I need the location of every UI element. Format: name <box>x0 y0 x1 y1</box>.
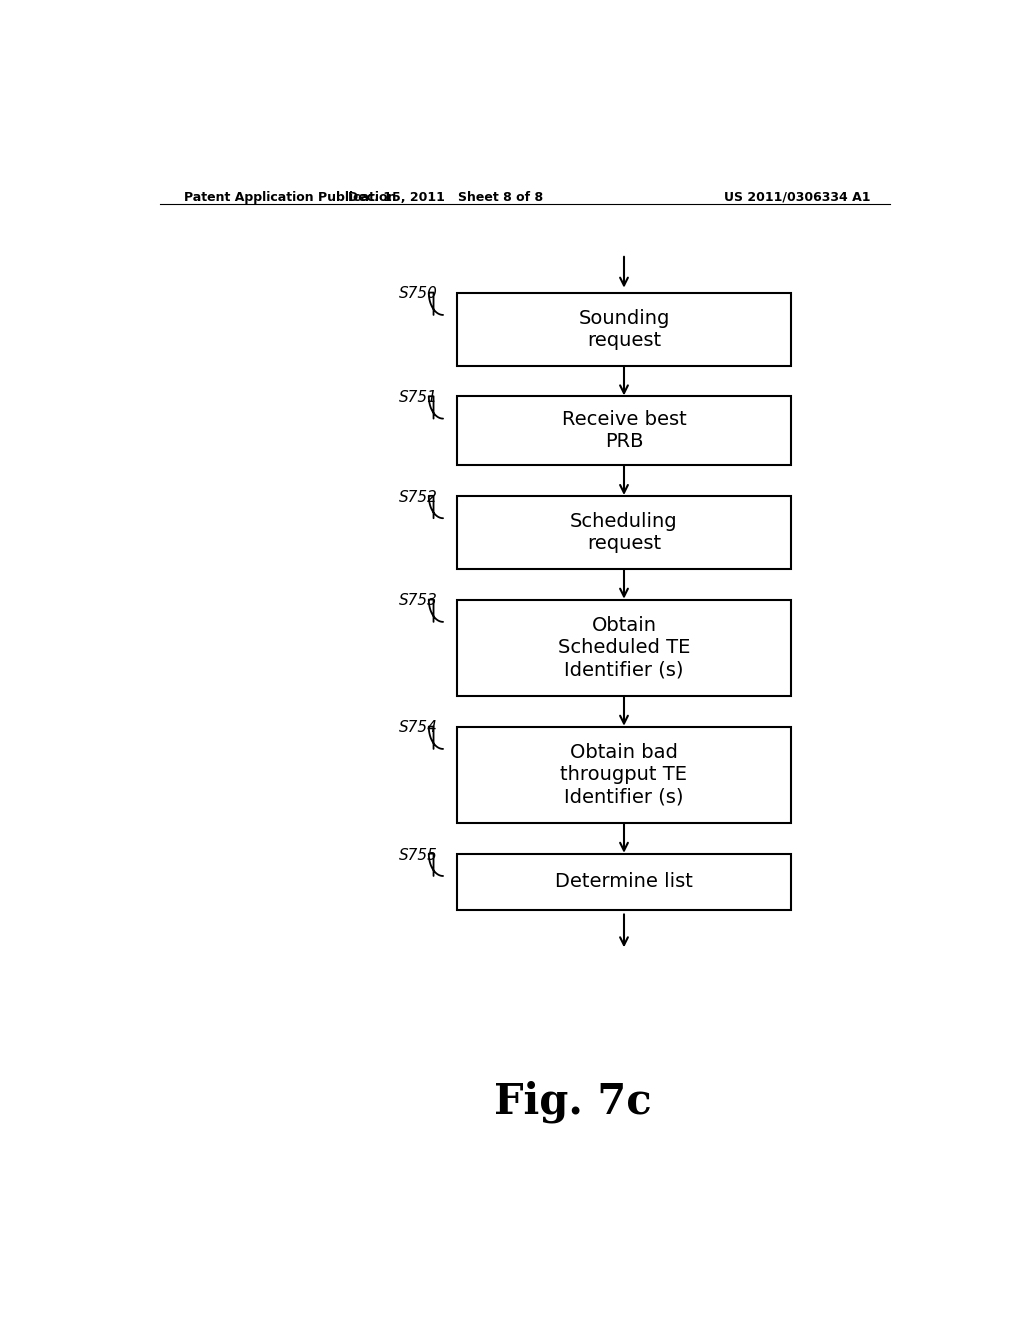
Text: S755: S755 <box>398 847 437 862</box>
Text: S750: S750 <box>398 286 437 301</box>
Bar <box>458 496 791 569</box>
Bar <box>458 726 791 824</box>
Text: Sounding
request: Sounding request <box>579 309 670 350</box>
Text: Patent Application Publication: Patent Application Publication <box>183 191 396 203</box>
Text: Determine list: Determine list <box>555 873 693 891</box>
Text: S751: S751 <box>398 391 437 405</box>
Text: Obtain
Scheduled TE
Identifier (s): Obtain Scheduled TE Identifier (s) <box>558 616 690 680</box>
Bar <box>458 293 791 366</box>
Text: US 2011/0306334 A1: US 2011/0306334 A1 <box>724 191 870 203</box>
Bar <box>458 854 791 909</box>
Text: Dec. 15, 2011   Sheet 8 of 8: Dec. 15, 2011 Sheet 8 of 8 <box>348 191 543 203</box>
Text: Obtain bad
througput TE
Identifier (s): Obtain bad througput TE Identifier (s) <box>560 743 687 807</box>
Text: Receive best
PRB: Receive best PRB <box>561 411 686 451</box>
Text: Scheduling
request: Scheduling request <box>570 512 678 553</box>
Bar <box>458 599 791 696</box>
Text: S753: S753 <box>398 594 437 609</box>
Text: S754: S754 <box>398 721 437 735</box>
Bar <box>458 396 791 466</box>
Text: S752: S752 <box>398 490 437 504</box>
Text: Fig. 7c: Fig. 7c <box>494 1080 651 1123</box>
